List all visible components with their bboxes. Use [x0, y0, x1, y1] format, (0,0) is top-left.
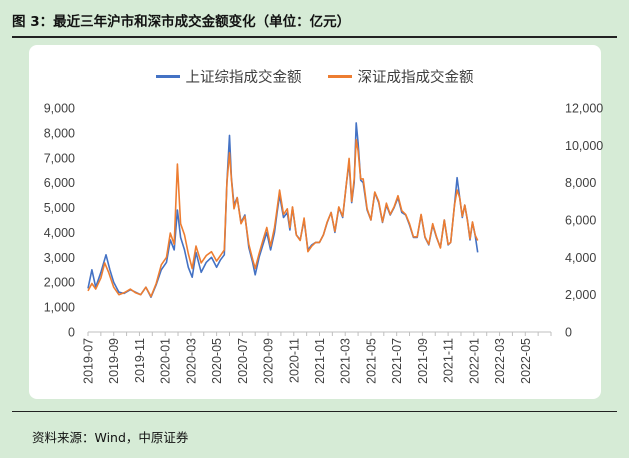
- x-tick-label: 2020-03: [184, 338, 198, 384]
- x-tick-label: 2021-07: [390, 338, 404, 384]
- y-left-tick-label: 0: [68, 326, 75, 340]
- y-right-tick-label: 10,000: [565, 139, 603, 153]
- y-left-tick-label: 6,000: [44, 176, 75, 190]
- source-note: 资料来源：Wind，中原证券: [32, 430, 189, 445]
- y-right-tick-label: 6,000: [565, 214, 596, 228]
- y-left-tick-label: 5,000: [44, 201, 75, 215]
- y-right-tick-label: 4,000: [565, 251, 596, 265]
- legend-item-sh: 上证综指成交金额: [155, 66, 302, 87]
- x-tick-label: 2021-01: [313, 338, 327, 384]
- x-tick-label: 2019-11: [133, 338, 147, 383]
- x-tick-label: 2020-09: [262, 338, 276, 384]
- title-rule: [12, 36, 617, 38]
- y-right-tick-label: 0: [565, 326, 572, 340]
- x-tick-label: 2021-11: [442, 338, 456, 383]
- chart-legend: 上证综指成交金额 深证成指成交金额: [0, 66, 629, 87]
- y-left-tick-label: 2,000: [44, 276, 75, 290]
- y-left-tick-label: 8,000: [44, 126, 75, 140]
- x-tick-label: 2020-07: [236, 338, 250, 384]
- figure-title: 图 3：最近三年沪市和深市成交金额变化（单位：亿元）: [12, 14, 351, 30]
- y-left-tick-label: 4,000: [44, 226, 75, 240]
- x-tick-label: 2022-01: [467, 338, 481, 384]
- x-tick-label: 2019-09: [107, 338, 121, 384]
- legend-swatch-sh: [155, 75, 180, 78]
- legend-swatch-sz: [327, 75, 352, 78]
- x-tick-label: 2020-11: [287, 338, 301, 383]
- x-tick-label: 2022-03: [493, 338, 507, 384]
- legend-item-sz: 深证成指成交金额: [327, 66, 474, 87]
- x-tick-label: 2021-05: [364, 338, 378, 384]
- y-right-tick-label: 12,000: [565, 102, 603, 116]
- y-left-tick-label: 3,000: [44, 251, 75, 265]
- legend-label-sz: 深证成指成交金额: [357, 70, 474, 86]
- x-tick-label: 2021-09: [416, 338, 430, 384]
- x-tick-label: 2021-03: [339, 338, 353, 384]
- x-tick-label: 2022-05: [519, 338, 533, 384]
- x-tick-label: 2020-05: [210, 338, 224, 384]
- y-left-tick-label: 7,000: [44, 151, 75, 165]
- x-tick-label: 2020-01: [159, 338, 173, 384]
- chart-panel: [29, 45, 601, 399]
- source-rule: [12, 411, 617, 412]
- legend-label-sh: 上证综指成交金额: [185, 70, 302, 86]
- series-line-sz: [87, 138, 479, 298]
- y-right-tick-label: 2,000: [565, 288, 596, 302]
- x-tick-label: 2019-07: [82, 338, 96, 384]
- y-left-tick-label: 9,000: [44, 102, 75, 116]
- y-right-tick-label: 8,000: [565, 176, 596, 190]
- y-left-tick-label: 1,000: [44, 301, 75, 315]
